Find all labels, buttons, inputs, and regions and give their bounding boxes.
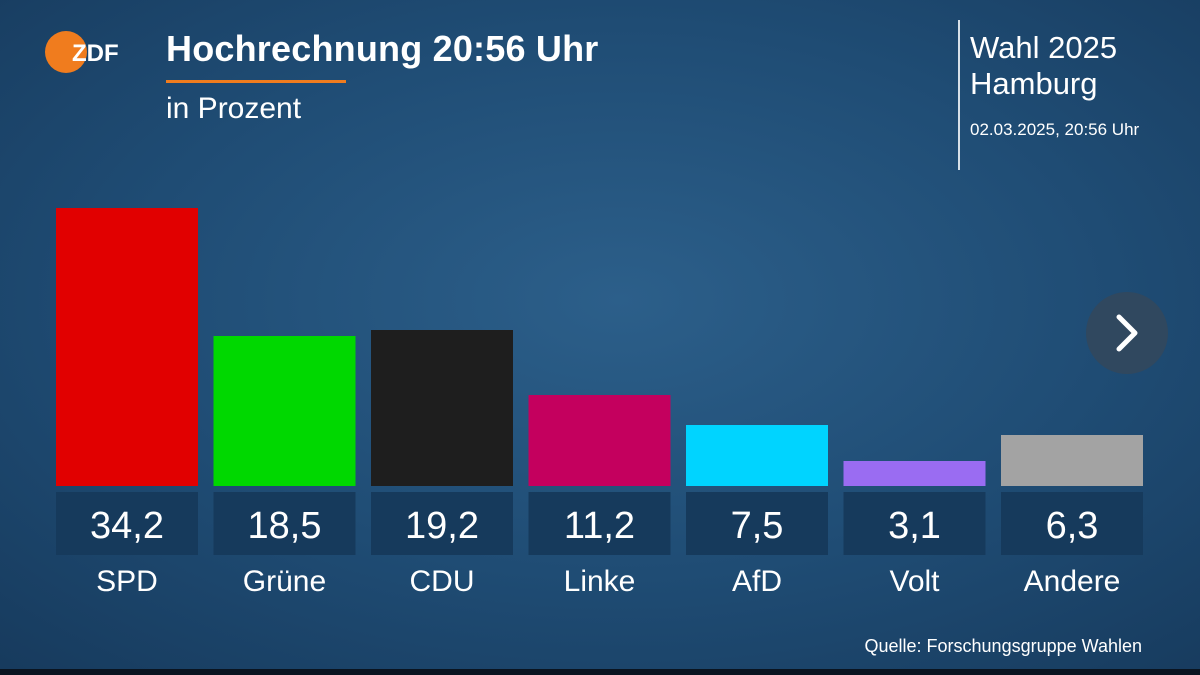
- value-label-linke: 11,2: [564, 505, 635, 547]
- logo-text: ZDF: [72, 40, 119, 67]
- value-label-cdu: 19,2: [405, 505, 479, 547]
- bar-cdu: [371, 330, 513, 486]
- bar-volt: [843, 461, 986, 486]
- value-box-volt: [843, 492, 986, 555]
- category-label-spd: SPD: [96, 565, 158, 598]
- value-box-cdu: [371, 492, 513, 555]
- info-divider: [958, 20, 960, 170]
- chart-title: Hochrechnung 20:56 Uhr: [166, 28, 599, 69]
- election-date: 02.03.2025, 20:56 Uhr: [970, 120, 1140, 139]
- value-label-spd: 34,2: [90, 505, 164, 547]
- next-button[interactable]: [1086, 292, 1168, 374]
- chart-subtitle: in Prozent: [166, 92, 302, 125]
- bar-linke: [528, 395, 671, 486]
- election-info: Wahl 2025 Hamburg: [970, 30, 1117, 102]
- category-label-afd: AfD: [732, 565, 782, 598]
- value-label-volt: 3,1: [888, 505, 941, 547]
- category-label-cdu: CDU: [410, 565, 475, 598]
- value-box-afd: [686, 492, 828, 555]
- value-box-andere: [1001, 492, 1143, 555]
- value-box-gruene: [213, 492, 356, 555]
- chevron-right-icon: [1116, 314, 1138, 352]
- source-note: Quelle: Forschungsgruppe Wahlen: [864, 636, 1143, 656]
- category-label-volt: Volt: [889, 565, 940, 598]
- title-underline: [166, 80, 346, 83]
- category-label-andere: Andere: [1024, 565, 1121, 598]
- value-label-andere: 6,3: [1046, 505, 1099, 547]
- value-label-afd: 7,5: [731, 505, 784, 547]
- bottom-strip: [0, 669, 1200, 675]
- election-region: Hamburg: [970, 66, 1098, 101]
- bar-andere: [1001, 435, 1143, 486]
- value-label-gruene: 18,5: [248, 505, 322, 547]
- zdf-logo: ZDF: [45, 31, 119, 73]
- value-box-spd: [56, 492, 198, 555]
- category-label-linke: Linke: [564, 565, 636, 598]
- bar-spd: [56, 208, 198, 486]
- category-label-gruene: Grüne: [243, 565, 326, 598]
- bar-gruene: [213, 336, 356, 486]
- value-box-linke: [528, 492, 671, 555]
- bar-afd: [686, 425, 828, 486]
- election-name: Wahl 2025: [970, 30, 1118, 65]
